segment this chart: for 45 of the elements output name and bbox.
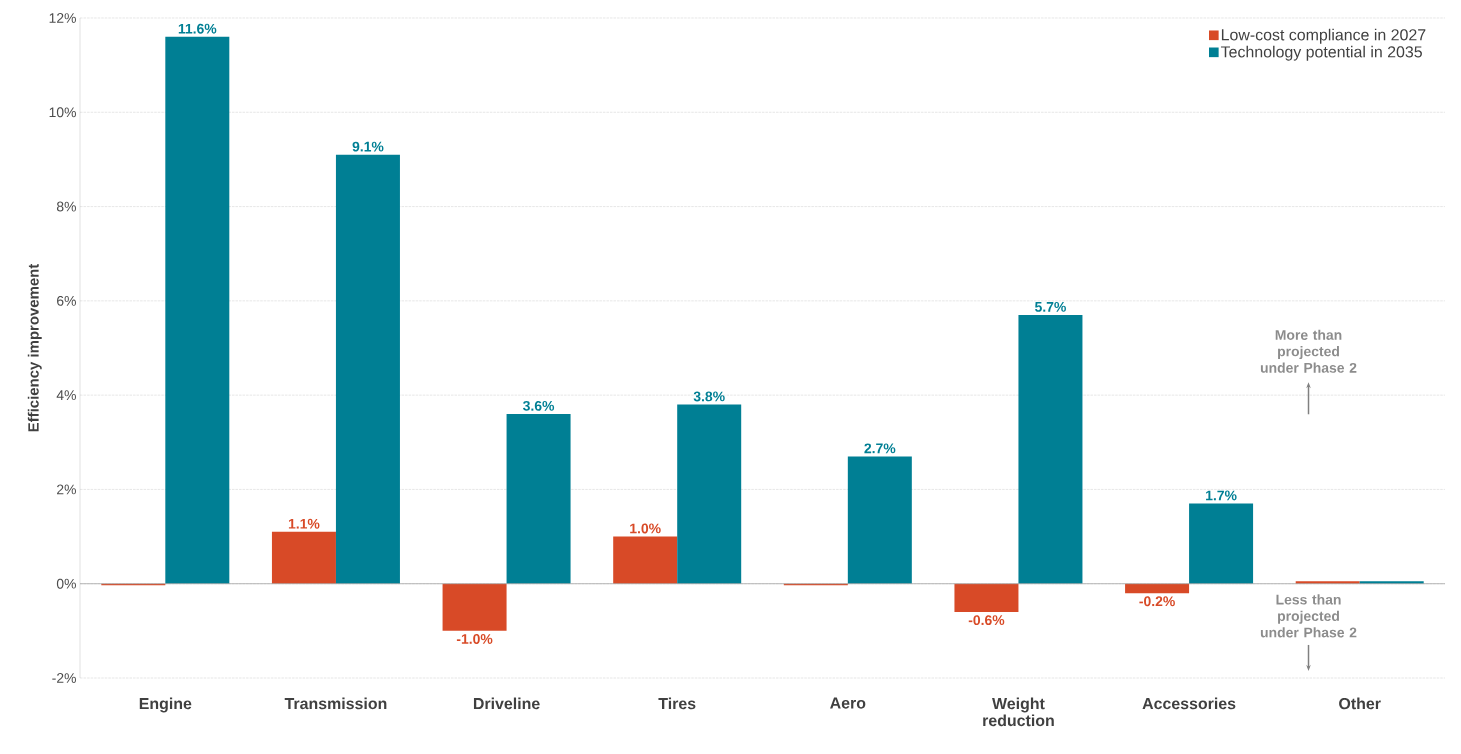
- bar: [847, 456, 912, 584]
- data-label: -0.2%: [1139, 596, 1175, 607]
- data-label: 3.8%: [693, 391, 725, 402]
- data-label: 1.1%: [288, 518, 320, 529]
- data-label: 2.7%: [864, 443, 896, 454]
- y-tick-label: 0%: [56, 578, 76, 589]
- bar: [506, 414, 571, 584]
- data-label: 1.7%: [1206, 490, 1237, 501]
- bar: [1125, 583, 1190, 594]
- x-tick-label: Transmission: [284, 697, 387, 710]
- y-tick-label: 2%: [57, 484, 76, 495]
- x-tick-label: Driveline: [473, 697, 540, 710]
- y-tick-label: 6%: [57, 295, 76, 306]
- x-tick-label: Accessories: [1142, 697, 1236, 710]
- bar: [613, 536, 678, 584]
- legend-label: Low-cost compliance in 2027: [1221, 28, 1426, 44]
- x-tick-label: Tires: [658, 697, 696, 710]
- bar: [165, 36, 230, 584]
- bar: [271, 531, 336, 584]
- y-tick-label: 12%: [49, 13, 76, 23]
- annotation: More than projected under Phase 2: [1260, 329, 1357, 373]
- bar: [442, 583, 507, 631]
- data-label: 1.0%: [630, 523, 661, 534]
- x-tick-label: Other: [1339, 697, 1381, 710]
- data-label: 5.7%: [1034, 301, 1066, 312]
- annotation: Less than projected under Phase 2: [1260, 594, 1357, 638]
- y-tick-label: -2%: [52, 673, 76, 683]
- x-tick-label: Weight reduction: [983, 697, 1054, 727]
- bar: [335, 154, 400, 584]
- data-label: 11.6%: [178, 23, 217, 34]
- y-tick-label: 10%: [49, 107, 76, 118]
- legend-label: Technology potential in 2035: [1220, 45, 1422, 61]
- bar: [1018, 315, 1083, 584]
- data-label: 3.6%: [522, 400, 555, 411]
- x-tick-label: Engine: [139, 697, 192, 713]
- y-axis-title: Efficiency improvement: [27, 263, 42, 432]
- data-label: -0.6%: [968, 615, 1005, 626]
- x-tick-label: Aero: [830, 697, 866, 709]
- data-label: 9.1%: [352, 141, 384, 152]
- y-tick-label: 8%: [56, 201, 76, 212]
- bar: [677, 404, 742, 584]
- bar: [954, 583, 1019, 612]
- bar: [1189, 503, 1254, 584]
- y-tick-label: 4%: [56, 390, 76, 401]
- data-label: -1.0%: [456, 634, 493, 644]
